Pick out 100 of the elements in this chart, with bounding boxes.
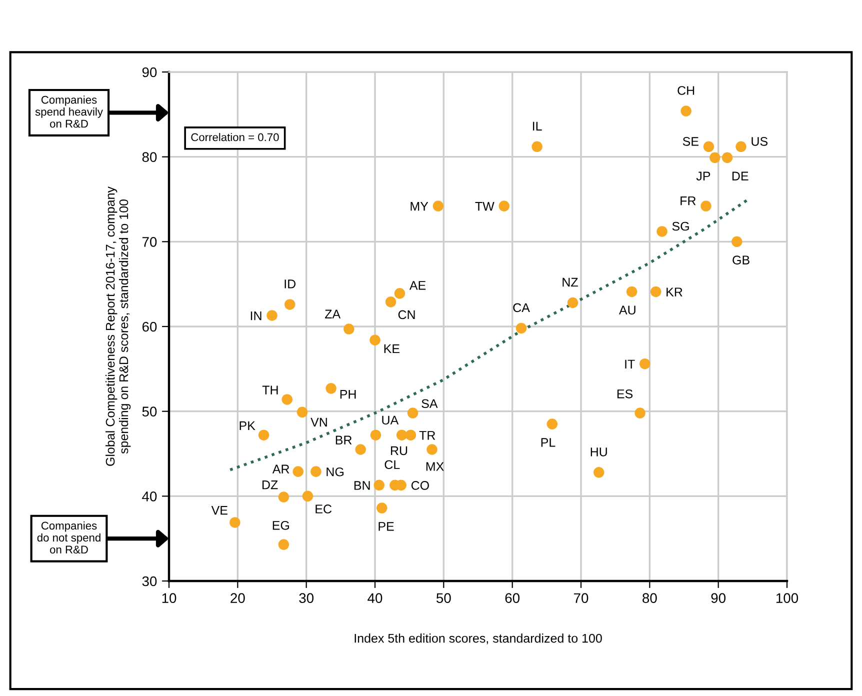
annotation: IL (532, 122, 542, 130)
point (626, 286, 638, 298)
point (278, 539, 290, 550)
annotation: CL (384, 460, 400, 470)
annotation: CH (678, 86, 694, 95)
point (370, 430, 382, 440)
point (710, 152, 720, 164)
y-tick-label: 80 (142, 152, 157, 162)
point (292, 466, 304, 477)
annotation: IN (250, 311, 262, 320)
annotation: IT (625, 360, 635, 368)
point (722, 152, 733, 164)
point (284, 299, 296, 310)
annotation: AU (618, 306, 636, 315)
annotation: AE (409, 281, 426, 290)
y-tick-label: 50 (142, 406, 157, 417)
annotation: VN (310, 418, 327, 427)
annotation: CA (513, 303, 530, 312)
annotation: SG (672, 222, 689, 231)
point (731, 236, 742, 248)
point (355, 444, 366, 455)
text: Companies do not spend on R&D (37, 521, 100, 554)
annotation: DE (732, 172, 748, 180)
annotation: TR (419, 431, 436, 440)
annotation: Correlation = 0.70 (191, 132, 279, 142)
annotation: ID (284, 280, 296, 288)
annotation: UA (382, 416, 399, 425)
point (296, 406, 308, 418)
annotation: SE (682, 136, 698, 146)
annotation: EG (272, 520, 289, 530)
annotation: BR (336, 436, 352, 444)
annotation: RU (391, 446, 408, 456)
annotation: SA (422, 399, 438, 408)
y-tick-label: 90 (142, 67, 157, 78)
y-tick-label: 40 (142, 492, 157, 502)
point (394, 288, 406, 299)
point (407, 408, 418, 418)
x-tick-label: 60 (505, 593, 520, 604)
y-tick-label: 60 (142, 322, 157, 332)
point (266, 310, 278, 321)
x-tick-label: 80 (642, 593, 657, 604)
annotation: DZ (262, 480, 278, 490)
annotation: JP (696, 172, 710, 180)
x-tick-label: 10 (162, 593, 176, 604)
annotation: EC (316, 504, 332, 514)
y-axis-title: Global Competitiveness Report 2016-17, company spending on R&D scores, standardized to 100 (106, 186, 131, 466)
point (634, 408, 646, 418)
annotation: TW (475, 202, 494, 211)
point (567, 297, 578, 308)
point (326, 383, 336, 394)
point (532, 141, 542, 152)
annotation: MY (410, 202, 428, 211)
annotation: NG (326, 467, 344, 476)
point (405, 430, 416, 440)
point (344, 324, 354, 334)
annotation: FR (680, 196, 696, 206)
point (374, 480, 384, 491)
point (282, 394, 292, 405)
x-tick-label: 50 (436, 593, 451, 604)
annotation: NZ (562, 278, 578, 287)
point (278, 492, 290, 502)
point (385, 296, 396, 308)
point (656, 226, 668, 237)
annotation: VE (211, 506, 228, 515)
x-tick-label: 70 (574, 593, 588, 604)
point (650, 286, 662, 298)
x-tick-label: 20 (230, 593, 245, 604)
annotation: BN (354, 481, 370, 490)
point (703, 141, 714, 152)
annotation: ZA (324, 310, 341, 318)
point (498, 200, 510, 212)
x-tick-label: 30 (299, 593, 314, 604)
annotation: KR (666, 288, 682, 296)
point (700, 200, 712, 212)
point (310, 466, 322, 477)
annotation: US (752, 136, 768, 146)
point (376, 502, 388, 514)
point (426, 444, 438, 455)
text: Companies spend heavily on R&D (35, 96, 103, 128)
point (593, 467, 604, 478)
point (302, 490, 314, 502)
annotation: CO (411, 481, 429, 490)
point (639, 358, 650, 370)
x-tick-label: 40 (368, 593, 382, 604)
x-axis-title: Index 5th edition scores, standardized to 100 (354, 634, 602, 644)
point (370, 334, 380, 346)
point (546, 418, 558, 430)
point (258, 430, 270, 440)
annotation: GB (732, 256, 750, 264)
point (736, 141, 746, 152)
annotation: PK (240, 421, 256, 430)
annotation: PE (378, 522, 394, 531)
annotation: TH (262, 386, 278, 394)
annotation: MX (426, 462, 444, 471)
x-tick-label: 100 (776, 593, 798, 604)
y-tick-label: 30 (142, 576, 157, 586)
annotation: PL (541, 438, 556, 447)
annotation: AR (272, 464, 290, 474)
annotation: KE (384, 344, 400, 354)
point (680, 106, 692, 116)
